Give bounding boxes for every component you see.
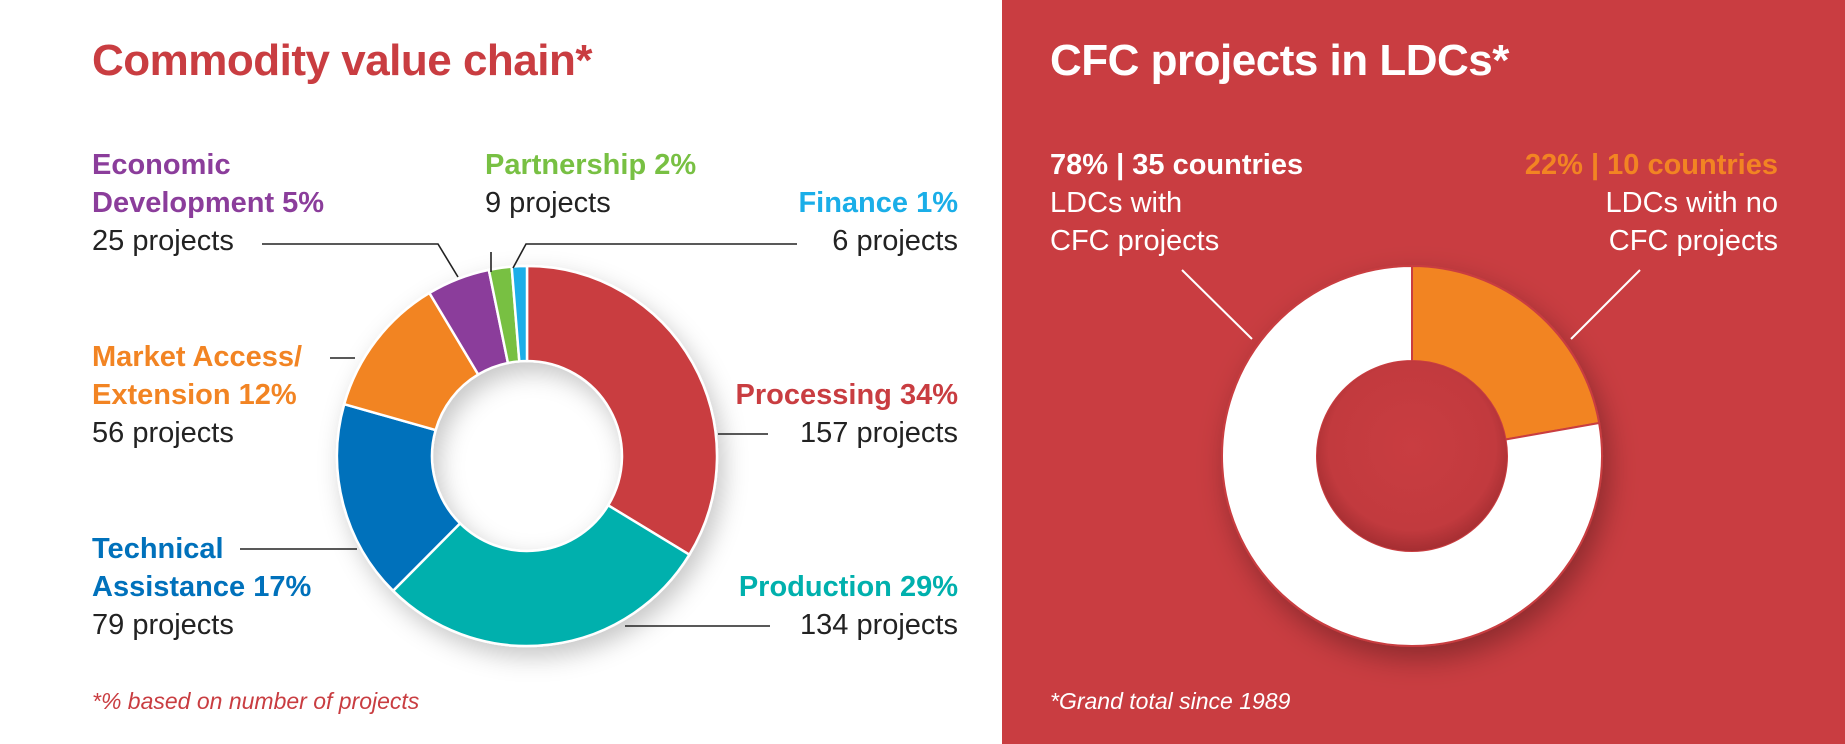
slice-technical-assistance-17 [335,402,462,593]
without-cfc-headline: 22% | 10 countries [1524,149,1778,181]
partnership-name: Partnership 2% [485,149,697,181]
right-title: CFC projects in LDCs* [1050,36,1509,85]
without-cfc-line1: LDCs with no [1605,187,1778,219]
finance-name: Finance 1% [798,187,958,219]
label-processing: Processing 34% 157 projects [736,376,958,452]
partnership-count: 9 projects [485,187,611,219]
leader-finance [512,243,797,269]
market-access-count: 56 projects [92,417,234,449]
commodity-value-chain-panel: Commodity value chain* Economic Developm… [92,36,958,714]
market-access-name-line1: Market Access/ [92,341,303,373]
market-access-name-line2: Extension 12% [92,379,297,411]
ldc-donut-hole [1317,361,1507,551]
left-title: Commodity value chain* [92,36,593,85]
label-ldcs-without-cfc: 22% | 10 countries LDCs with no CFC proj… [1525,146,1778,260]
left-footnote: *% based on number of projects [92,688,420,714]
economic-development-name-line1: Economic [92,149,231,181]
processing-count: 157 projects [800,417,958,449]
label-market-access: Market Access/ Extension 12% 56 projects [92,338,302,452]
technical-assistance-name-line1: Technical [92,533,224,565]
without-cfc-line2: CFC projects [1608,225,1778,257]
processing-name: Processing 34% [735,379,958,411]
commodity-donut-chart [240,243,797,648]
with-cfc-line2: CFC projects [1050,225,1220,257]
production-name: Production 29% [738,571,958,603]
with-cfc-headline: 78% | 35 countries [1050,149,1304,181]
slice-processing-34 [525,264,719,557]
slice-finance-1 [510,264,529,363]
label-technical-assistance: Technical Assistance 17% 79 projects [92,530,311,644]
economic-development-count: 25 projects [92,225,234,257]
economic-development-name-line2: Development 5% [92,187,325,219]
label-partnership: Partnership 2% 9 projects [485,146,696,222]
technical-assistance-name-line2: Assistance 17% [92,571,312,603]
with-cfc-line1: LDCs with [1050,187,1183,219]
leader-with-cfc [1181,269,1253,340]
label-economic-development: Economic Development 5% 25 projects [92,146,324,260]
technical-assistance-count: 79 projects [92,609,234,641]
cfc-ldc-panel: CFC projects in LDCs* 78% | 35 countries… [1002,0,1845,744]
leader-without-cfc [1570,269,1641,340]
label-ldcs-with-cfc: 78% | 35 countries LDCs with CFC project… [1050,146,1303,260]
ldc-donut-chart [1181,264,1641,647]
leader-economic-development [262,243,459,278]
production-count: 134 projects [800,609,958,641]
right-footnote: *Grand total since 1989 [1050,688,1291,714]
label-finance: Finance 1% 6 projects [798,184,958,260]
slice-production-29 [391,503,692,648]
label-production: Production 29% 134 projects [739,568,958,644]
finance-count: 6 projects [832,225,958,257]
